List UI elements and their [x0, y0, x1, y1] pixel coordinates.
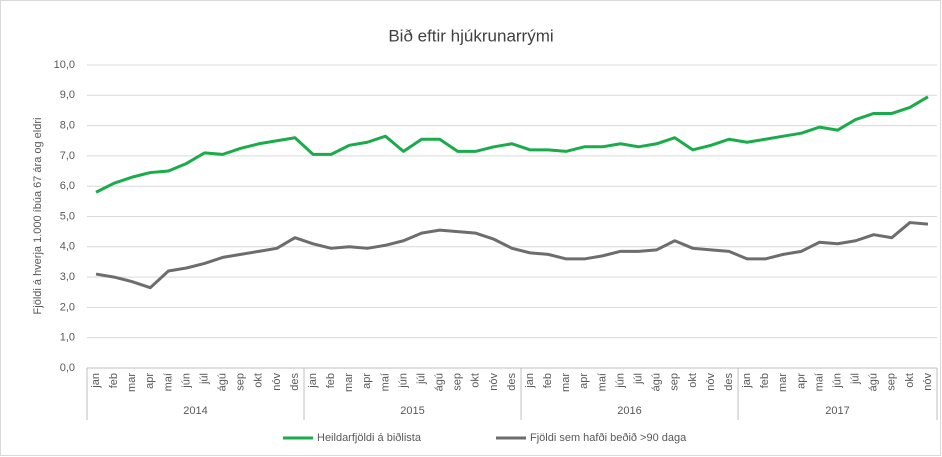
y-tick-label: 10,0 [54, 59, 75, 71]
x-group-label: 2014 [183, 405, 207, 417]
x-tick-label: apr [578, 373, 590, 389]
y-tick-label: 7,0 [60, 150, 75, 162]
x-tick-label: jún [397, 373, 409, 389]
x-tick-label: feb [759, 373, 771, 388]
y-tick-label: 6,0 [60, 180, 75, 192]
x-tick-label: sep [669, 373, 681, 391]
x-tick-label: mar [126, 373, 138, 392]
y-tick-label: 8,0 [60, 120, 75, 132]
chart-title: Bið eftir hjúkrunarrými [388, 26, 553, 45]
x-tick-label: mar [343, 373, 355, 392]
y-tick-label: 9,0 [60, 89, 75, 101]
x-tick-label: okt [253, 373, 265, 388]
x-tick-label: maí [596, 373, 608, 391]
x-tick-label: feb [542, 373, 554, 388]
x-tick-label: júl [198, 373, 210, 385]
x-tick-label: júl [633, 373, 645, 385]
x-tick-label: sep [235, 373, 247, 391]
x-tick-label: jan [741, 373, 753, 389]
x-tick-label: nóv [488, 373, 500, 391]
x-tick-label: mar [560, 373, 572, 392]
x-tick-label: maí [162, 373, 174, 391]
x-tick-label: jún [831, 373, 843, 389]
y-tick-label: 1,0 [60, 332, 75, 344]
x-tick-label: júl [850, 373, 862, 385]
x-tick-label: des [289, 373, 301, 391]
x-group-label: 2015 [400, 405, 424, 417]
x-tick-label: sep [452, 373, 464, 391]
x-group-label: 2016 [617, 405, 641, 417]
x-tick-label: okt [687, 373, 699, 388]
x-tick-label: jan [524, 373, 536, 389]
x-tick-label: apr [361, 373, 373, 389]
y-tick-label: 3,0 [60, 271, 75, 283]
x-tick-label: okt [470, 373, 482, 388]
x-tick-label: ágú [868, 373, 880, 391]
y-tick-label: 5,0 [60, 210, 75, 222]
x-tick-label: mar [777, 373, 789, 392]
x-tick-label: okt [904, 373, 916, 388]
x-tick-label: jún [180, 373, 192, 389]
y-tick-label: 2,0 [60, 301, 75, 313]
series-line [95, 95, 929, 194]
x-tick-label: nóv [271, 373, 283, 391]
series-line [95, 221, 929, 290]
x-tick-label: jún [614, 373, 626, 389]
x-tick-label: júl [415, 373, 427, 385]
x-tick-label: jan [307, 373, 319, 389]
y-axis-label: Fjöldi á hverja 1.000 íbúa 67 ára og eld… [32, 118, 44, 315]
x-tick-label: maí [379, 373, 391, 391]
x-tick-label: ágú [434, 373, 446, 391]
x-tick-label: sep [886, 373, 898, 391]
x-tick-label: maí [813, 373, 825, 391]
x-tick-label: apr [144, 373, 156, 389]
x-tick-label: jan [90, 373, 102, 389]
x-tick-label: des [723, 373, 735, 391]
x-tick-label: ágú [217, 373, 229, 391]
x-group-label: 2017 [825, 405, 849, 417]
x-tick-label: nóv [705, 373, 717, 391]
x-tick-label: feb [325, 373, 337, 388]
legend-label: Heildarfjöldi á biðlista [317, 432, 422, 444]
y-tick-label: 4,0 [60, 241, 75, 253]
x-tick-label: ágú [651, 373, 663, 391]
x-tick-label: des [506, 373, 518, 391]
x-tick-label: nóv [922, 373, 934, 391]
legend-label: Fjöldi sem hafði beðið >90 daga [530, 432, 687, 444]
x-tick-label: apr [795, 373, 807, 389]
y-tick-label: 0,0 [60, 362, 75, 374]
x-tick-label: feb [108, 373, 120, 388]
